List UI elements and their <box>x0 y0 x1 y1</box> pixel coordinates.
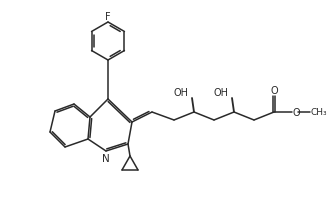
Text: F: F <box>105 12 111 22</box>
Text: O: O <box>293 108 300 118</box>
Text: N: N <box>102 153 110 163</box>
Text: O: O <box>270 86 278 95</box>
Text: OH: OH <box>214 88 229 98</box>
Text: CH₃: CH₃ <box>311 108 328 117</box>
Text: OH: OH <box>174 88 189 98</box>
